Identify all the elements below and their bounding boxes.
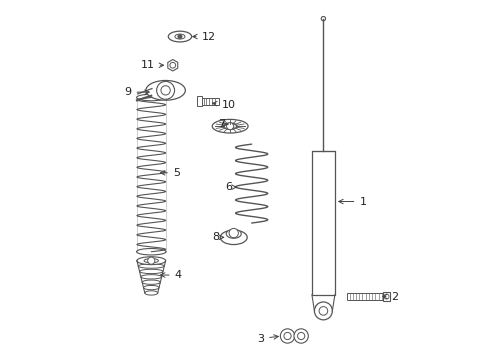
Text: 8: 8 (212, 232, 223, 242)
Circle shape (383, 294, 388, 299)
Circle shape (319, 307, 327, 315)
Ellipse shape (220, 230, 247, 244)
Text: 6: 6 (224, 182, 236, 192)
Circle shape (321, 17, 325, 21)
FancyBboxPatch shape (311, 151, 334, 295)
Circle shape (228, 228, 238, 238)
Ellipse shape (138, 264, 164, 268)
Ellipse shape (144, 291, 158, 295)
FancyBboxPatch shape (346, 293, 382, 300)
Ellipse shape (168, 31, 191, 42)
Ellipse shape (142, 280, 160, 284)
Ellipse shape (137, 258, 165, 263)
Text: 12: 12 (192, 32, 215, 41)
Text: 2: 2 (382, 292, 398, 302)
Circle shape (226, 123, 233, 130)
Text: 10: 10 (212, 100, 235, 110)
Text: 9: 9 (124, 87, 149, 97)
FancyBboxPatch shape (201, 98, 218, 105)
Ellipse shape (175, 34, 184, 39)
Ellipse shape (226, 229, 241, 238)
Ellipse shape (141, 275, 162, 279)
Ellipse shape (136, 94, 165, 101)
Circle shape (178, 35, 182, 39)
Text: 3: 3 (257, 333, 278, 343)
Ellipse shape (223, 123, 237, 130)
Ellipse shape (139, 269, 163, 274)
Circle shape (284, 332, 290, 339)
FancyBboxPatch shape (382, 292, 389, 301)
Circle shape (147, 257, 155, 264)
Circle shape (280, 329, 294, 343)
Ellipse shape (144, 258, 158, 263)
Text: 7: 7 (217, 120, 227, 129)
Text: 11: 11 (141, 60, 163, 70)
Ellipse shape (136, 248, 165, 255)
Ellipse shape (143, 285, 159, 290)
Circle shape (169, 62, 175, 68)
Text: 1: 1 (338, 197, 366, 207)
Circle shape (314, 302, 332, 320)
Circle shape (293, 329, 308, 343)
Circle shape (156, 81, 174, 99)
Text: 4: 4 (160, 270, 182, 280)
Text: 5: 5 (160, 168, 180, 178)
FancyBboxPatch shape (197, 96, 202, 106)
Circle shape (161, 86, 170, 95)
Circle shape (297, 332, 304, 339)
Ellipse shape (137, 257, 165, 265)
Ellipse shape (212, 120, 247, 133)
Ellipse shape (145, 81, 185, 100)
